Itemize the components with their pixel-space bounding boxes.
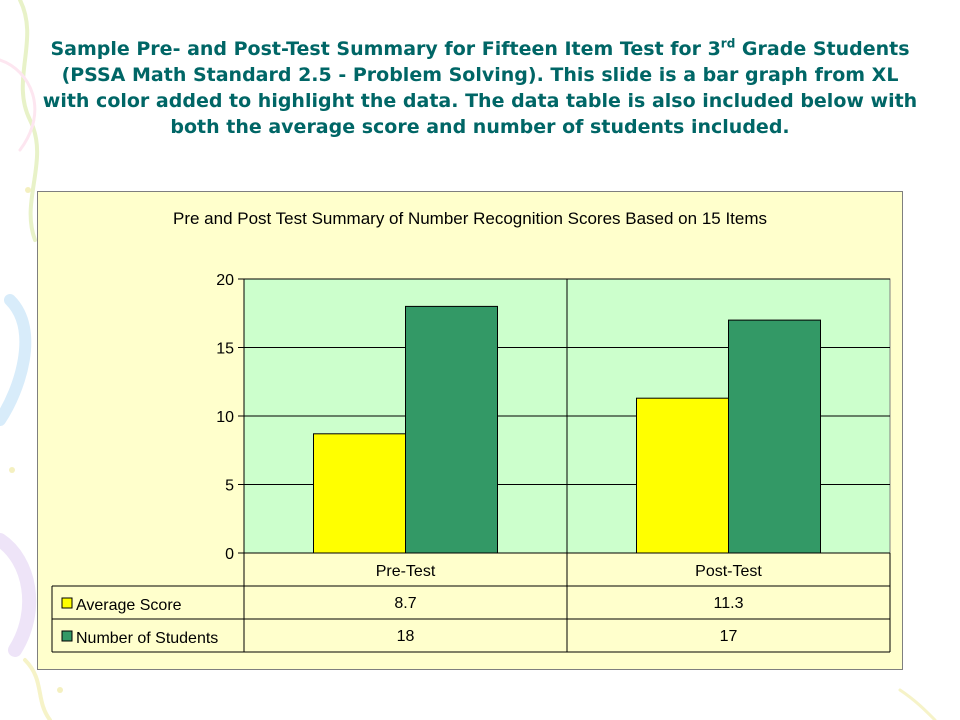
data-table-value: 17 [720, 628, 738, 645]
decor-swirl [898, 688, 937, 720]
legend-label: Number of Students [76, 630, 218, 647]
decor-dot [9, 467, 15, 473]
chart-title: Pre and Post Test Summary of Number Reco… [173, 209, 767, 228]
chart-frame: Pre and Post Test Summary of Number Reco… [37, 191, 903, 670]
y-tick-label: 5 [225, 478, 234, 495]
y-tick-label: 0 [225, 546, 234, 563]
decor-swirl [18, 0, 40, 242]
decor-dot [57, 687, 63, 693]
data-table-value: 8.7 [394, 595, 416, 612]
data-table: Pre-Test Post-Test Average Score 8.7 11.3 Num… [51, 553, 891, 653]
bar-chart: Pre and Post Test Summary of Number Reco… [51, 209, 891, 653]
decor-swirl [0, 533, 37, 657]
bar [405, 305, 498, 554]
bar [313, 433, 406, 554]
x-category-label: Pre-Test [376, 563, 436, 580]
bars [313, 305, 821, 554]
bar [728, 319, 821, 554]
data-table-value: 18 [397, 628, 415, 645]
y-tick-label: 20 [216, 272, 234, 289]
x-category-label: Post-Test [695, 563, 762, 580]
y-tick-label: 15 [216, 341, 234, 358]
legend-swatch [61, 597, 73, 609]
decor-dot [25, 187, 31, 193]
y-tick-label: 10 [216, 409, 234, 426]
bar [636, 397, 729, 554]
data-table-value: 11.3 [714, 595, 744, 612]
y-axis: 0 5 10 15 20 [216, 272, 244, 563]
decor-swirl [23, 658, 52, 720]
legend-swatch [61, 630, 73, 642]
slide-title: Sample Pre- and Post-Test Summary for Fi… [42, 36, 918, 138]
legend-label: Average Score [76, 597, 182, 614]
decor-swirl [0, 58, 37, 152]
decor-swirl [0, 294, 32, 426]
